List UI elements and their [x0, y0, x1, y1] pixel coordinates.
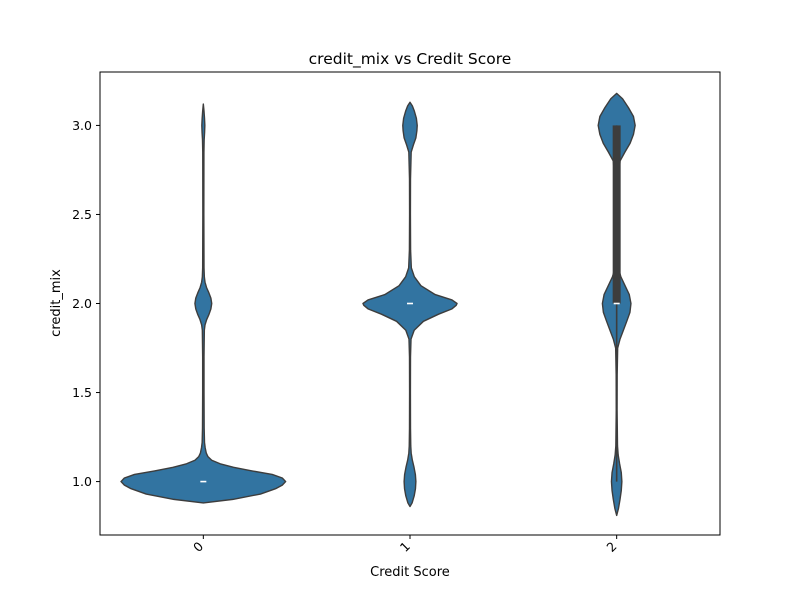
- x-axis: 0 1 2: [190, 535, 620, 555]
- y-axis-label: credit_mix: [49, 269, 64, 337]
- x-tick-label: 0: [190, 539, 206, 555]
- x-tick-label: 1: [397, 539, 413, 555]
- y-tick-label: 3.0: [72, 118, 92, 133]
- violin-body-1: [362, 101, 458, 508]
- chart-title: credit_mix vs Credit Score: [309, 50, 512, 69]
- x-tick-label: 2: [603, 539, 619, 555]
- y-tick-label: 2.5: [72, 207, 92, 222]
- violin-iqr-box-2: [612, 125, 621, 304]
- y-tick-label: 1.5: [72, 385, 92, 400]
- y-tick-label: 1.0: [72, 474, 92, 489]
- x-axis-label: Credit Score: [370, 565, 450, 580]
- y-tick-label: 2.0: [72, 296, 92, 311]
- violin-body-0: [120, 103, 287, 504]
- violins-group: [120, 92, 636, 517]
- y-axis: 1.0 1.5 2.0 2.5 3.0: [72, 118, 100, 489]
